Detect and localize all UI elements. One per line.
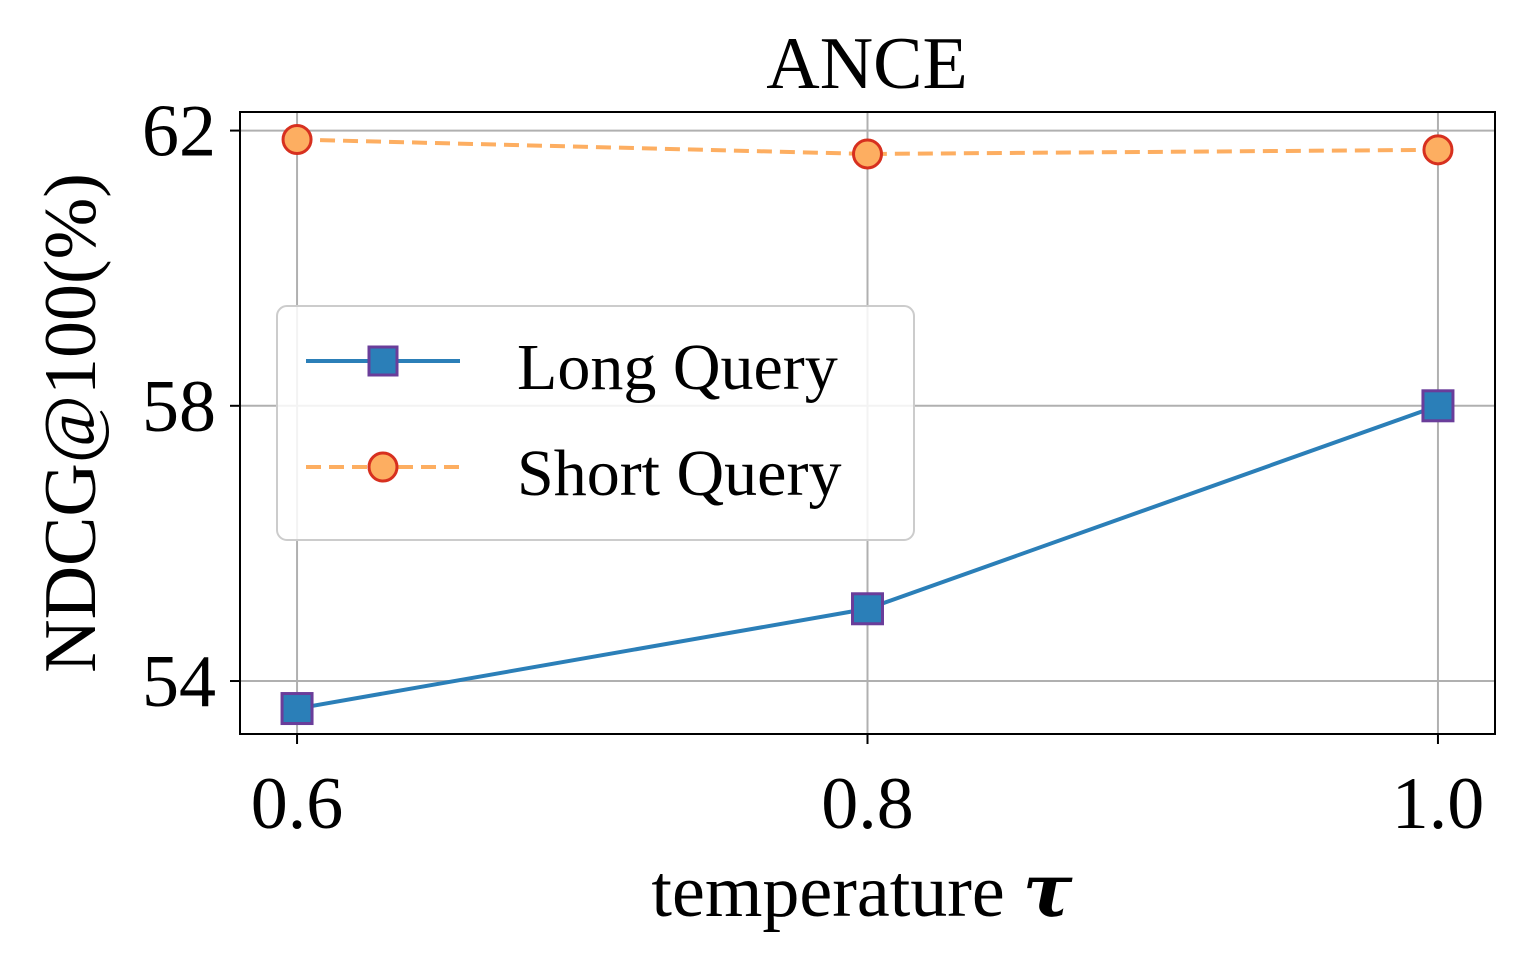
y-tick-label: 54: [142, 641, 216, 723]
legend-long-query-marker: [367, 345, 399, 377]
legend-short-query-marker: [367, 451, 399, 483]
data-point-long-query: [280, 692, 314, 726]
data-point-short-query: [281, 124, 313, 156]
y-axis-label: NDCG@100(%): [30, 173, 112, 673]
legend-box: [276, 305, 915, 541]
y-tick-label: 58: [142, 366, 216, 448]
legend-long-query-label: Long Query: [517, 331, 838, 404]
x-tick-label: 0.8: [821, 763, 914, 845]
data-point-long-query: [1421, 389, 1455, 423]
y-tick-label: 62: [142, 91, 216, 173]
x-axis-label-text: temperature: [651, 851, 1004, 933]
x-tick-label: 1.0: [1392, 763, 1485, 845]
data-point-short-query: [1422, 134, 1454, 166]
data-point-long-query: [851, 592, 884, 626]
series-line-short-query: [296, 137, 1438, 156]
series-layer: [280, 124, 1455, 726]
x-axis-label-symbol: τ: [1023, 848, 1073, 934]
legend: Long Query Short Query: [276, 305, 915, 541]
data-point-short-query: [852, 138, 883, 170]
x-tick-label: 0.6: [251, 763, 344, 845]
chart-title: ANCE: [766, 23, 967, 105]
ticks: 0.6 0.8 1.0 54 58 62: [142, 91, 1484, 845]
legend-short-query-label: Short Query: [517, 437, 841, 510]
x-axis-label: temperature τ: [651, 848, 1072, 934]
